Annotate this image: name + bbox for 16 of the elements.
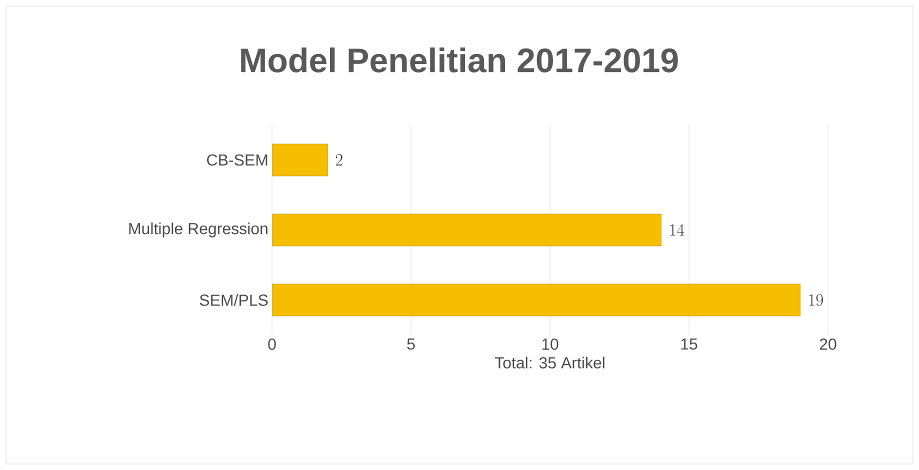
y-tick-label: Multiple Regression bbox=[129, 222, 268, 238]
x-axis-title: Total: 35 Artikel bbox=[494, 356, 604, 368]
x-tick-label: 5 bbox=[407, 338, 415, 350]
x-tick-label: 20 bbox=[820, 338, 836, 350]
bar bbox=[272, 214, 662, 246]
chart-title: Model Penelitian 2017-2019 bbox=[241, 48, 678, 72]
data-label: 14 bbox=[670, 224, 684, 236]
x-tick-label: 10 bbox=[542, 338, 558, 350]
y-tick-label: SEM/PLS bbox=[200, 294, 268, 306]
x-tick-label: 0 bbox=[268, 338, 276, 350]
bar bbox=[272, 284, 800, 316]
x-tick-label: 15 bbox=[681, 338, 698, 350]
y-tick-label: CB-SEM bbox=[207, 154, 268, 166]
data-label: 2 bbox=[336, 154, 342, 166]
data-label: 19 bbox=[809, 294, 823, 306]
bar bbox=[272, 144, 328, 176]
